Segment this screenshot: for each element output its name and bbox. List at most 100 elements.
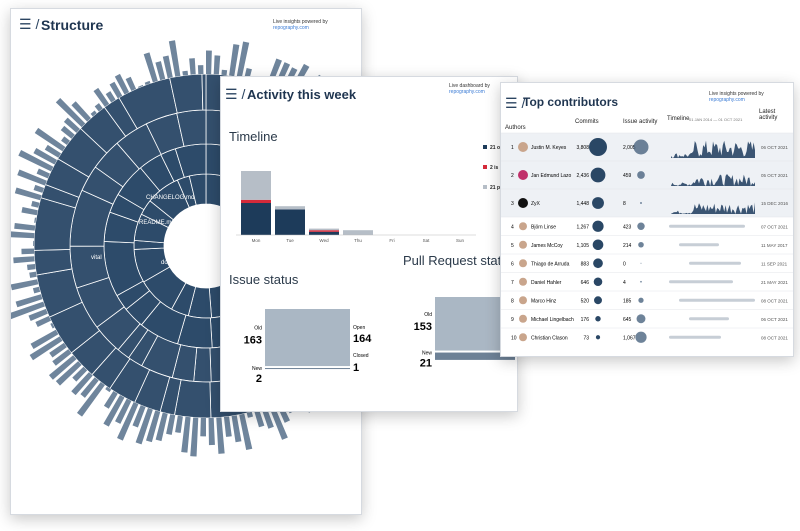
sunburst-fringe [71,101,91,122]
commits: 2,436 [576,173,589,179]
sunburst-fringe [61,136,70,145]
section-title: Timeline [229,129,278,144]
sunburst-fringe [48,355,77,380]
bar-segment [275,209,305,235]
commits-bubble [593,277,603,287]
sunburst-fringe [213,55,221,75]
sparkline [671,174,755,186]
issue-count: 2,005 [623,145,636,151]
author-name: Jan Edmund Lazo [531,173,572,179]
activity-span [689,317,729,321]
issue-count: 1,067 [623,335,636,341]
site-link[interactable]: repography.com [709,97,745,103]
avatar [518,142,528,152]
sunburst-fringe [168,40,181,77]
site-link[interactable]: repography.com [273,25,309,31]
day-label: Wed [319,238,329,243]
flow-label: New [422,351,432,357]
date-range: 01 JAN 2014 — 01 OCT 2021 [689,117,743,122]
latest-activity: 06 OCT 2021 [761,145,788,150]
bar-segment [241,199,271,203]
rank: 1 [511,145,514,151]
sunburst-fringe [254,409,265,428]
commits-bubble [592,197,604,209]
sunburst-fringe [103,390,118,409]
commits-bubble [595,316,601,322]
sunburst-fringe [216,417,225,454]
sunburst-fringe [189,58,196,75]
sunburst-fringe [239,413,253,451]
commits: 73 [583,335,589,341]
segment-label: CHANGELOG.md [146,195,194,201]
sunburst-fringe [32,286,41,294]
sunburst-fringe [63,117,80,133]
commits: 1,448 [576,201,589,207]
sunburst-fringe [146,410,161,443]
commits-bubble [592,239,604,251]
sunburst-fringe [200,417,206,437]
author-name: Björn Linse [531,224,556,230]
panel-title: Activity this week [247,87,357,102]
author-name: ZyX [531,201,541,207]
sunburst-fringe [182,70,189,76]
commits: 520 [581,298,590,304]
sunburst-fringe [181,416,191,453]
bar-segment [275,206,305,210]
bar-segment [343,230,373,235]
sunburst-fringe [14,187,42,201]
day-label: Thu [354,238,362,243]
activity-span [679,298,755,302]
avatar [518,170,528,180]
issue-count: 459 [623,173,632,179]
rank: 7 [511,280,514,286]
commits-bubble [595,335,601,340]
sunburst-fringe [155,412,168,442]
rank: 2 [511,173,514,179]
sunburst-fringe [80,377,99,398]
sunburst-fringe [109,81,123,99]
commits-bubble [590,167,606,183]
latest-activity: 11 MAY 2017 [761,243,788,248]
bar-segment [241,203,271,235]
sunburst-fringe [197,65,204,75]
issue-bubble [640,280,642,283]
author-name: James McCoy [531,243,563,249]
activity-span [689,261,741,265]
powered-by: Live dashboard by repography.com [449,83,517,95]
sunburst-fringe [105,91,116,103]
issue-count: 645 [623,317,632,323]
sunburst-fringe [11,301,45,320]
commits: 3,808 [576,145,589,151]
commits: 1,267 [576,224,589,230]
latest-activity: 21 MAY 2021 [761,280,788,285]
powered-text: Live dashboard by [449,83,490,89]
sunburst-fringe [33,148,58,165]
sparkline [671,140,755,158]
author-name: Christian Clason [531,335,568,341]
sunburst-segment [201,73,207,111]
sunburst-fringe [33,184,45,193]
avatar [519,277,527,286]
site-link[interactable]: repography.com [449,89,485,95]
section-title: Issue status [229,272,299,287]
sunburst-fringe [13,256,35,264]
issue-count: 0 [623,261,626,267]
sunburst-fringe [117,402,139,441]
sunburst-fringe [208,417,215,446]
sunburst-fringe [34,217,37,223]
latest-activity: 08 OCT 2021 [761,335,788,340]
issue-bubble [637,171,645,179]
sunburst-fringe [246,411,254,418]
sunburst-fringe [115,398,132,424]
rank: 9 [511,317,514,323]
powered-text: Live insights powered by [273,19,328,25]
commits-bubble [594,296,602,305]
sunburst-fringe [236,41,250,78]
sparkline [671,202,755,214]
issue-count: 4 [623,280,626,286]
flow-label: Old [254,326,262,332]
latest-activity: 11 SEP 2021 [761,261,788,266]
bar-segment [309,228,339,231]
rank: 4 [511,224,514,230]
